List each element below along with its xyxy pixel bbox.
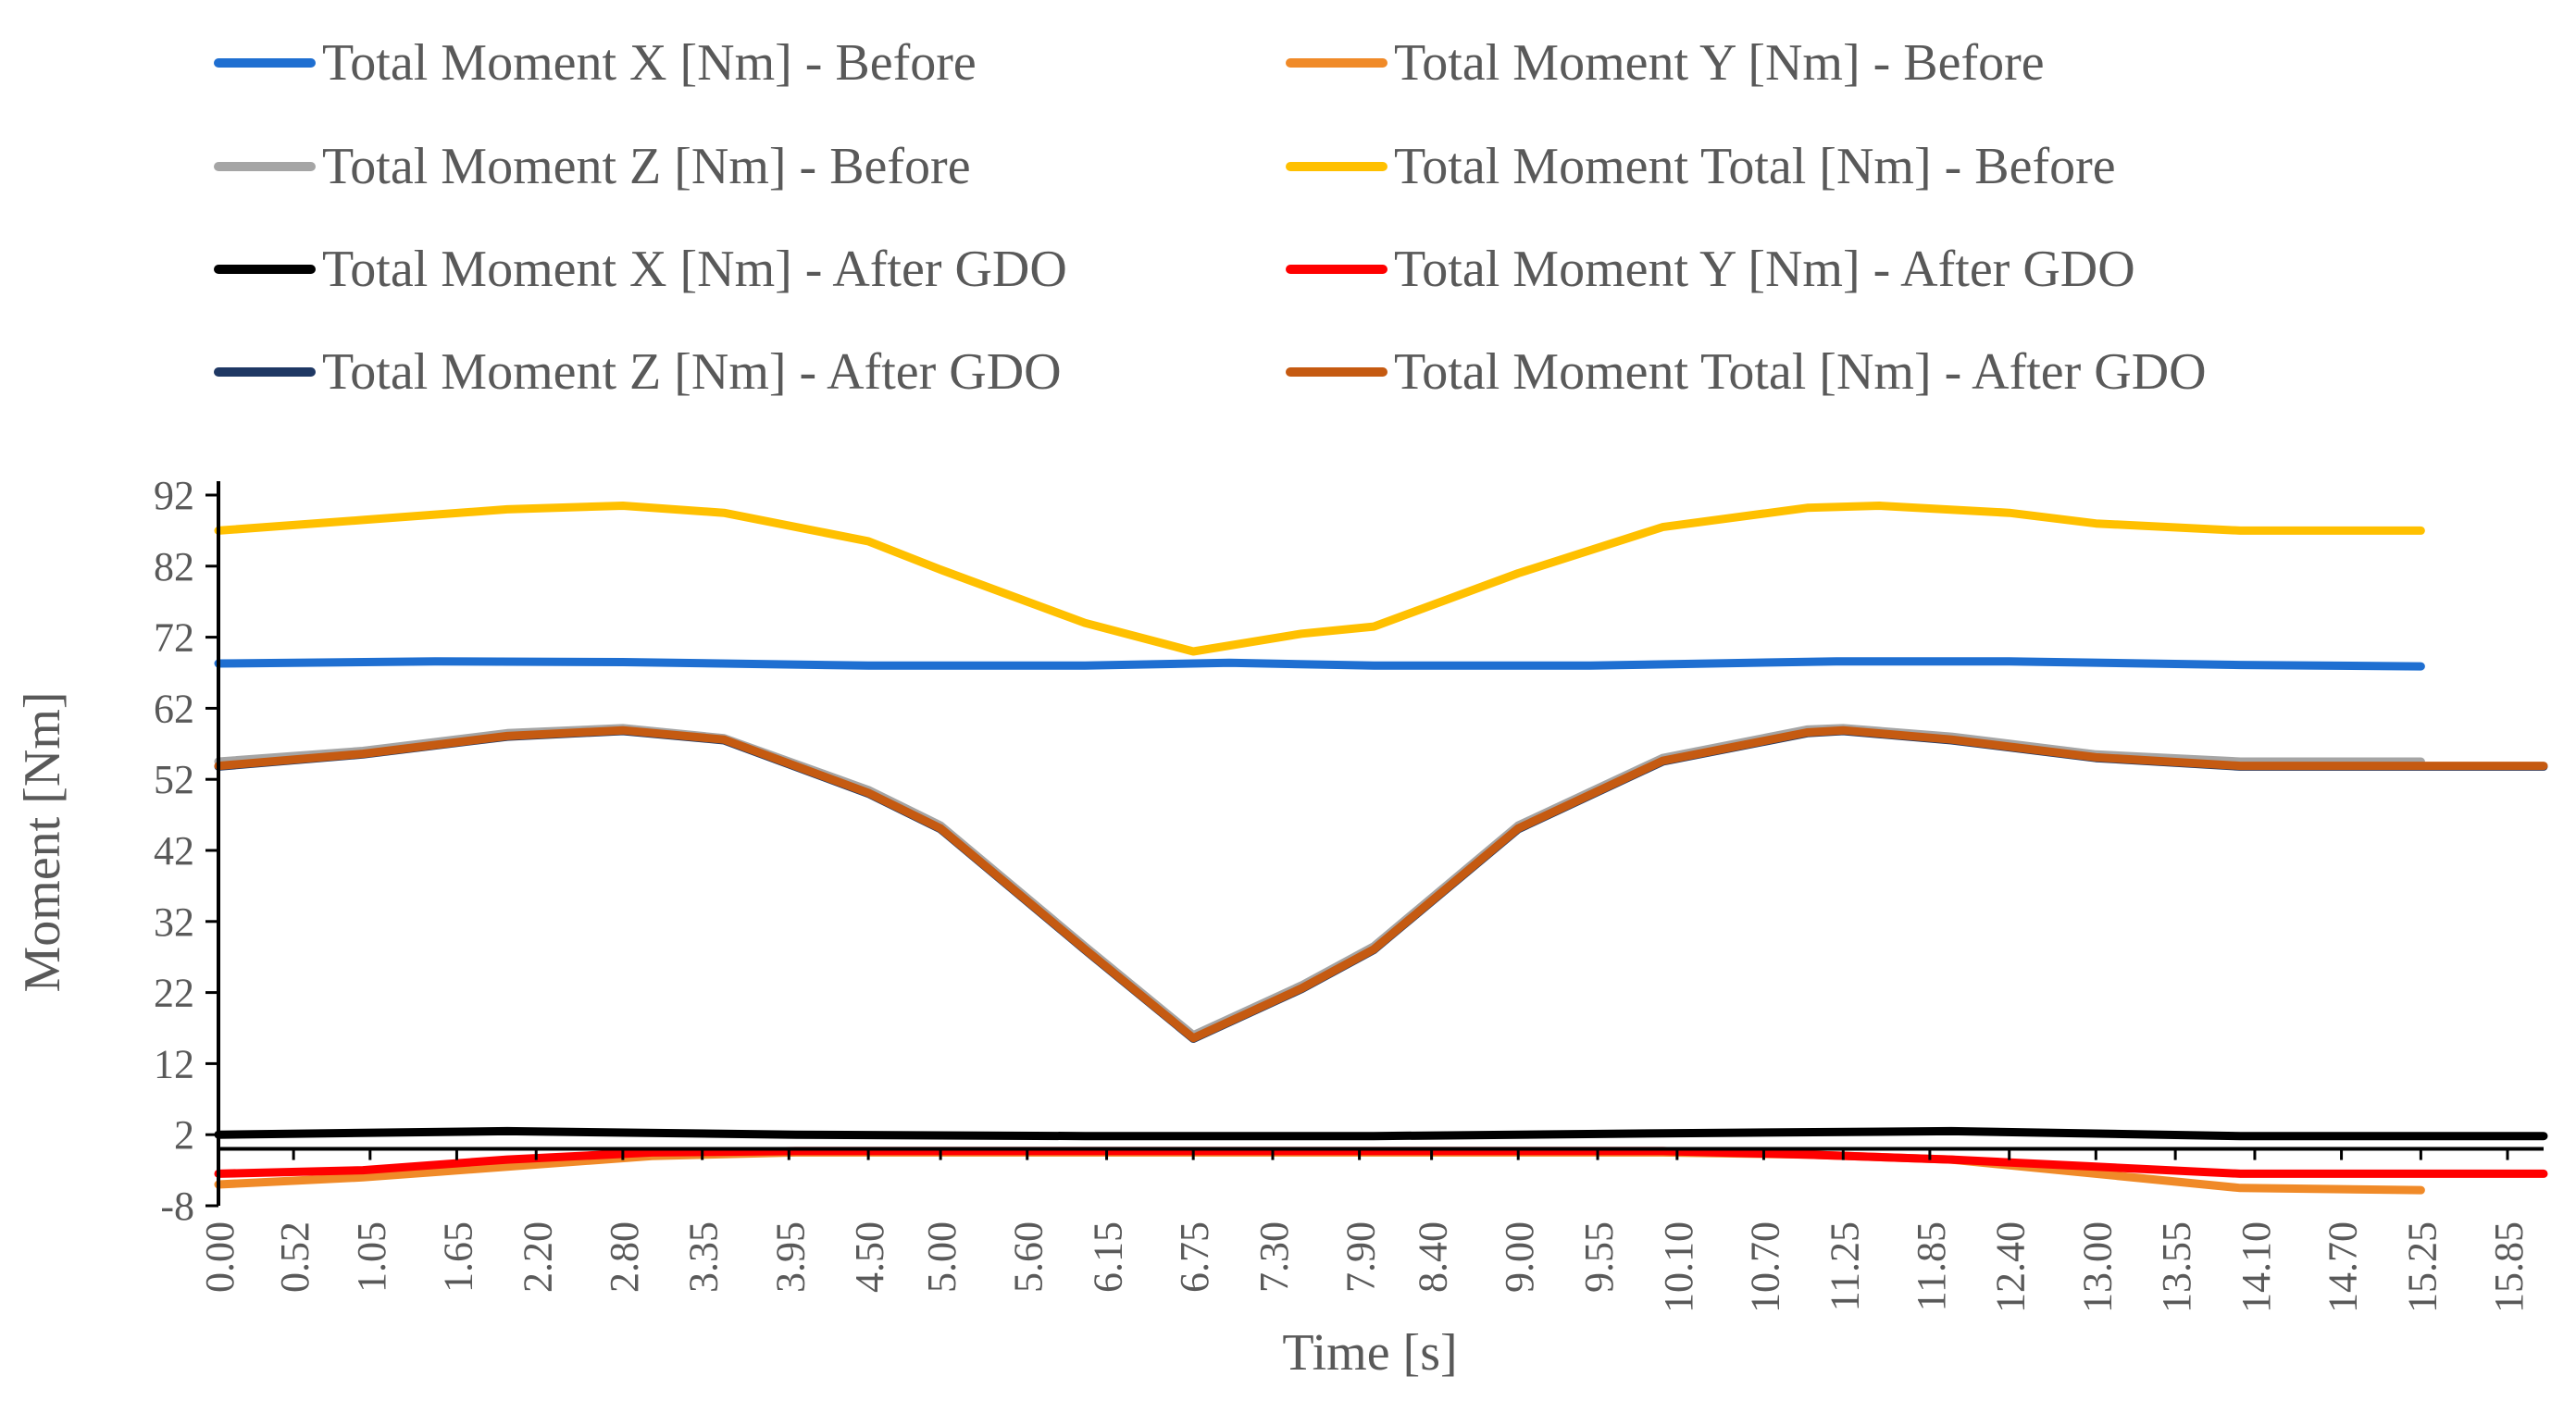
legend-label: Total Moment Y [Nm] - Before bbox=[1394, 34, 2045, 92]
x-tick-label: 13.00 bbox=[2074, 1221, 2120, 1313]
x-tick-label: 9.55 bbox=[1576, 1221, 1622, 1293]
x-tick-label: 11.25 bbox=[1822, 1221, 1867, 1311]
y-tick-label: 62 bbox=[154, 686, 194, 731]
x-tick-label: 4.50 bbox=[847, 1221, 892, 1293]
series-line-1 bbox=[214, 657, 2425, 671]
x-tick-label: 2.80 bbox=[602, 1221, 647, 1293]
x-tick-label: 15.85 bbox=[2486, 1221, 2532, 1313]
x-tick-label: 5.00 bbox=[919, 1221, 964, 1293]
y-tick-label: 2 bbox=[174, 1112, 194, 1158]
y-tick-label: 72 bbox=[154, 615, 194, 661]
x-tick-label: 14.70 bbox=[2321, 1221, 2366, 1313]
x-tick-label: 11.85 bbox=[1909, 1221, 1954, 1311]
legend-label: Total Moment X [Nm] - After GDO bbox=[322, 241, 1067, 298]
series-line-4 bbox=[214, 502, 2425, 656]
legend: Total Moment X [Nm] - Before Total Moment… bbox=[214, 34, 2207, 401]
x-tick-label: 6.15 bbox=[1086, 1221, 1131, 1293]
x-axis-title: Time [s] bbox=[1282, 1324, 1457, 1382]
x-tick-label: 1.05 bbox=[349, 1221, 394, 1293]
legend-label: Total Moment Z [Nm] - Before bbox=[322, 138, 971, 195]
series-layer bbox=[214, 502, 2548, 1195]
series-line-5 bbox=[214, 1126, 2548, 1141]
y-tick-label: -8 bbox=[160, 1184, 194, 1229]
y-tick-label: 52 bbox=[154, 757, 194, 802]
legend-label: Total Moment Total [Nm] - After GDO bbox=[1394, 343, 2207, 401]
legend-label: Total Moment Total [Nm] - Before bbox=[1394, 138, 2116, 195]
x-tick-label: 6.75 bbox=[1172, 1221, 1217, 1293]
y-axis-title: Moment [Nm] bbox=[14, 691, 71, 992]
x-tick-label: 15.25 bbox=[2399, 1221, 2445, 1313]
y-axis-ticks: 92 82 72 62 52 42 32 22 12 2 -8 bbox=[154, 473, 218, 1229]
x-tick-label: 14.10 bbox=[2234, 1221, 2279, 1313]
x-tick-label: 9.00 bbox=[1497, 1221, 1542, 1293]
x-axis-ticks: 0.00 0.52 1.05 1.65 2.20 2.80 3.35 3.95 4.50 5.00… bbox=[197, 1148, 2532, 1313]
x-tick-label: 3.35 bbox=[681, 1221, 727, 1293]
x-tick-label: 10.70 bbox=[1742, 1221, 1787, 1313]
x-tick-label: 12.40 bbox=[1988, 1221, 2034, 1313]
x-tick-label: 2.20 bbox=[515, 1221, 560, 1293]
series-line-8 bbox=[214, 725, 2548, 1043]
y-tick-label: 12 bbox=[154, 1041, 194, 1086]
x-tick-label: 3.95 bbox=[767, 1221, 813, 1293]
y-tick-label: 32 bbox=[154, 899, 194, 945]
x-tick-label: 1.65 bbox=[435, 1221, 480, 1293]
legend-label: Total Moment X [Nm] - Before bbox=[322, 34, 977, 92]
x-tick-label: 5.60 bbox=[1006, 1221, 1052, 1293]
legend-label: Total Moment Z [Nm] - After GDO bbox=[322, 343, 1062, 401]
x-tick-label: 0.52 bbox=[272, 1221, 317, 1293]
y-tick-label: 92 bbox=[154, 473, 194, 518]
x-tick-label: 13.55 bbox=[2154, 1221, 2199, 1313]
series-line-3 bbox=[214, 724, 2425, 1040]
legend-label: Total Moment Y [Nm] - After GDO bbox=[1394, 241, 2135, 298]
y-tick-label: 42 bbox=[154, 828, 194, 874]
x-tick-label: 7.90 bbox=[1338, 1221, 1384, 1293]
plot-area: 92 82 72 62 52 42 32 22 12 2 -8 0.00 0.52 1.05 1.65 2.… bbox=[154, 473, 2548, 1313]
y-tick-label: 82 bbox=[154, 544, 194, 589]
x-tick-label: 7.30 bbox=[1251, 1221, 1297, 1293]
x-tick-label: 8.40 bbox=[1411, 1221, 1456, 1293]
x-tick-label: 0.00 bbox=[197, 1221, 243, 1293]
x-tick-label: 10.10 bbox=[1656, 1221, 1701, 1313]
y-tick-label: 22 bbox=[154, 971, 194, 1016]
series-line-7 bbox=[214, 726, 2548, 1043]
